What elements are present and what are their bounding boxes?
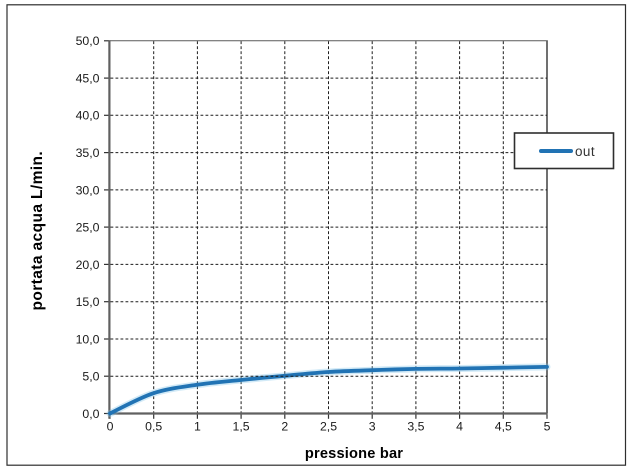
svg-text:30,0: 30,0 xyxy=(76,183,100,197)
svg-text:0,5: 0,5 xyxy=(145,420,162,434)
svg-text:3: 3 xyxy=(369,420,376,434)
svg-text:4: 4 xyxy=(456,420,463,434)
svg-text:portata acqua L/min.: portata acqua L/min. xyxy=(29,151,46,311)
svg-text:2,5: 2,5 xyxy=(320,420,337,434)
svg-text:50,0: 50,0 xyxy=(76,34,100,48)
svg-text:0: 0 xyxy=(107,420,114,434)
svg-text:1,5: 1,5 xyxy=(233,420,250,434)
svg-text:10,0: 10,0 xyxy=(76,332,100,346)
svg-text:3,5: 3,5 xyxy=(407,420,424,434)
svg-text:4,5: 4,5 xyxy=(495,420,512,434)
svg-text:20,0: 20,0 xyxy=(76,258,100,272)
svg-text:0,0: 0,0 xyxy=(82,407,99,421)
svg-text:out: out xyxy=(575,144,595,159)
svg-text:25,0: 25,0 xyxy=(76,221,100,235)
svg-text:5: 5 xyxy=(544,420,551,434)
svg-text:35,0: 35,0 xyxy=(76,146,100,160)
svg-text:2: 2 xyxy=(281,420,288,434)
svg-text:40,0: 40,0 xyxy=(76,109,100,123)
svg-text:pressione bar: pressione bar xyxy=(305,446,403,462)
svg-text:1: 1 xyxy=(194,420,201,434)
svg-text:45,0: 45,0 xyxy=(76,72,100,86)
svg-text:15,0: 15,0 xyxy=(76,295,100,309)
svg-text:5,0: 5,0 xyxy=(82,370,99,384)
